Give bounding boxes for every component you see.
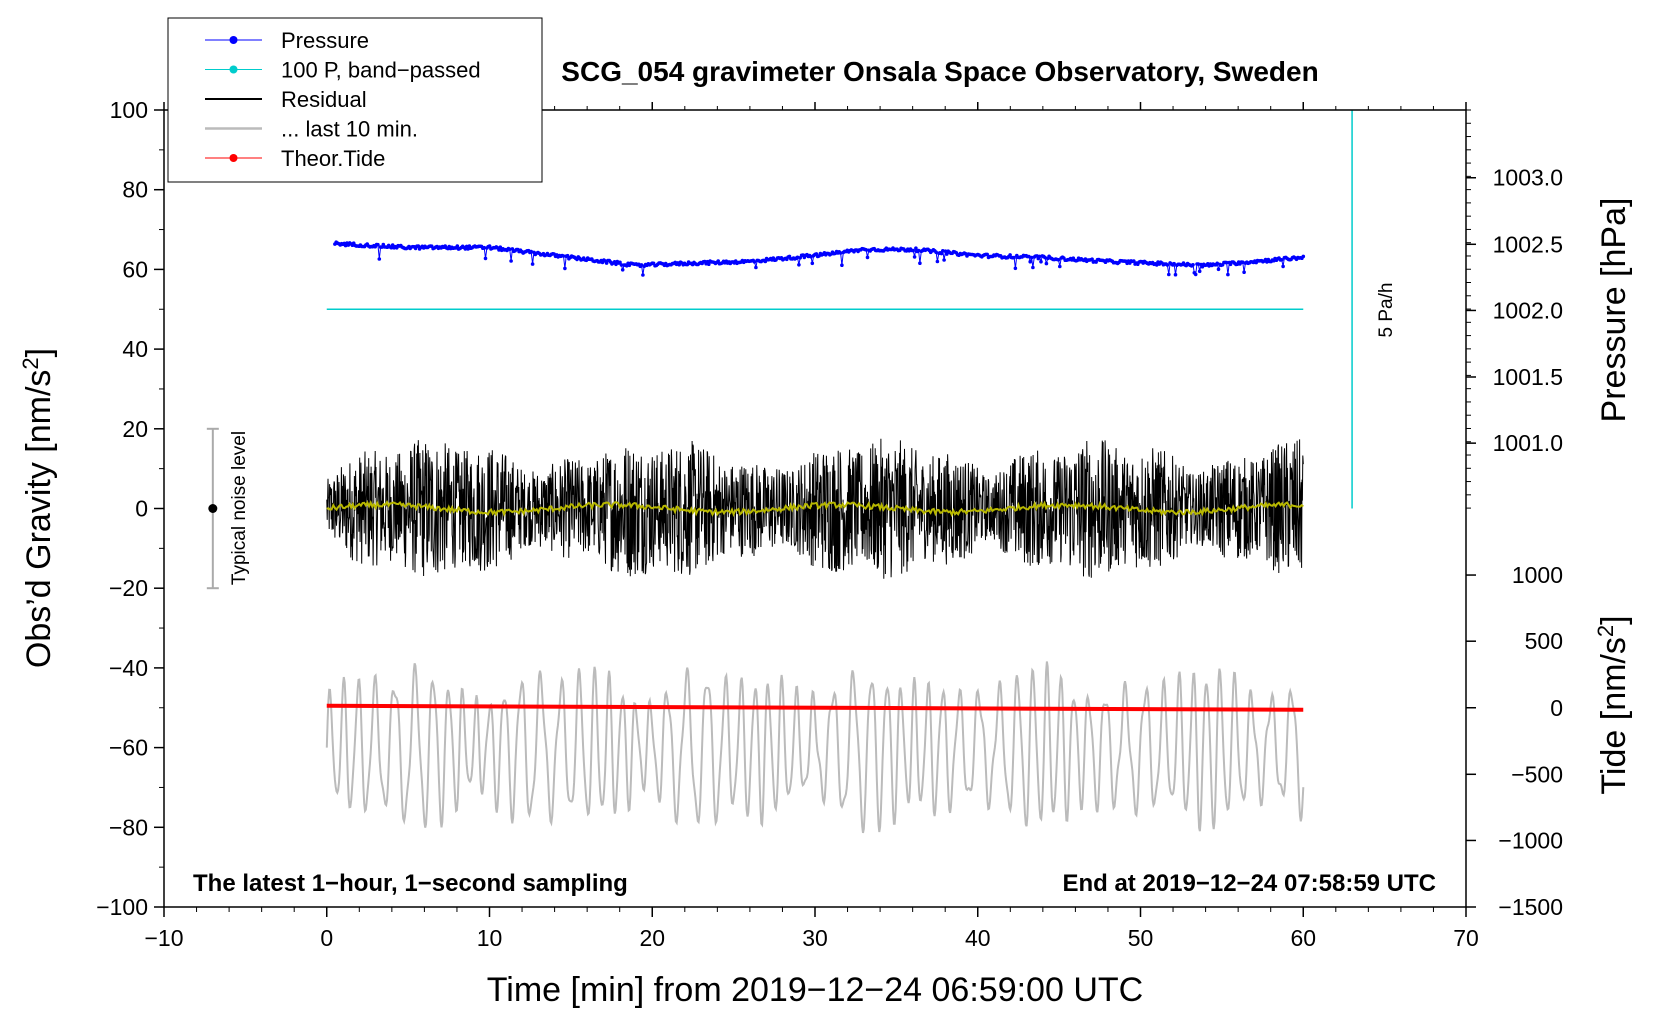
legend-label: Residual (281, 87, 367, 112)
pressure-tick-label: 1002.0 (1493, 297, 1563, 323)
x-tick-label: 30 (802, 925, 828, 951)
tide-tick-label: −1500 (1498, 894, 1563, 920)
x-tick-label: 10 (477, 925, 503, 951)
y-axis-label-gravity-close: ] (20, 348, 58, 357)
noise-bar-label: Typical noise level (229, 431, 250, 585)
x-tick-label: 50 (1128, 925, 1154, 951)
legend: Pressure 100 P, band−passed Residual ... la… (167, 17, 543, 183)
y-axis-label-tide-close: ] (1595, 615, 1633, 624)
y-axis-label-tide-sup: 2 (1593, 625, 1618, 637)
y-tick-label: −20 (109, 575, 148, 601)
y-axis-label-pressure: Pressure [hPa] (1595, 198, 1633, 423)
legend-label: Theor.Tide (281, 146, 385, 171)
pressure-tick-label: 1001.0 (1493, 430, 1563, 456)
y-tick-label: −40 (109, 655, 148, 681)
x-tick-label: 0 (320, 925, 333, 951)
tide-tick-label: 0 (1550, 695, 1563, 721)
legend-marker (229, 154, 238, 162)
y-tick-label: 100 (110, 97, 148, 123)
pressure-tick-label: 1001.5 (1493, 364, 1563, 390)
y-axis-label-gravity-text: Obs’d Gravity [nm/s (20, 370, 58, 669)
x-tick-label: 40 (965, 925, 991, 951)
legend-marker (229, 36, 238, 44)
pressure-tick-label: 1003.0 (1493, 165, 1563, 191)
y-axis-label-gravity-sup: 2 (18, 357, 43, 369)
legend-label: ... last 10 min. (281, 117, 418, 142)
tide-line (326, 703, 1304, 712)
y-tick-label: 60 (122, 256, 148, 282)
y-axis-label-tide-text: Tide [nm/s (1595, 637, 1633, 794)
chart-title: SCG_054 gravimeter Onsala Space Observat… (561, 56, 1318, 87)
y-axis-label-gravity: Obs’d Gravity [nm/s2] (18, 348, 58, 668)
residual-smoothed-line (326, 499, 1304, 518)
x-tick-label: −10 (144, 925, 183, 951)
legend-marker (229, 65, 238, 74)
pressure-tick-label: 1002.5 (1493, 231, 1563, 257)
legend-label: Pressure (281, 28, 369, 53)
tide-tick-label: −1000 (1498, 827, 1563, 853)
annotation-sampling: The latest 1−hour, 1−second sampling (193, 870, 628, 897)
x-tick-label: 60 (1290, 925, 1316, 951)
noise-bar-dot (208, 504, 218, 513)
y-tick-label: 40 (122, 336, 148, 362)
y-tick-label: 80 (122, 177, 148, 203)
y-tick-label: −100 (96, 894, 148, 920)
residual-line (326, 438, 1304, 579)
x-tick-label: 20 (639, 925, 665, 951)
y-tick-label: −80 (109, 814, 148, 840)
x-axis-label: Time [min] from 2019−12−24 06:59:00 UTC (487, 971, 1143, 1009)
last-10-min-line (325, 661, 1305, 834)
y-axis-label-tide: Tide [nm/s2] (1593, 615, 1633, 794)
annotation-end-time: End at 2019−12−24 07:58:59 UTC (1062, 870, 1436, 897)
tide-tick-label: −500 (1511, 761, 1563, 787)
tide-tick-label: 500 (1525, 628, 1563, 654)
series-layer (206, 110, 1353, 834)
y-tick-label: 20 (122, 416, 148, 442)
tick-layer: −10 0 10 20 30 40 50 60 70−100−80−60−40−20020406… (96, 97, 1563, 951)
y-tick-label: 0 (135, 496, 148, 522)
rate-bar-label: 5 Pa/h (1376, 283, 1397, 338)
pressure-line (334, 241, 1304, 276)
tide-tick-label: 1000 (1512, 562, 1563, 588)
y-tick-label: −60 (109, 735, 148, 761)
x-tick-label: 70 (1453, 925, 1479, 951)
legend-label: 100 P, band−passed (281, 58, 481, 83)
